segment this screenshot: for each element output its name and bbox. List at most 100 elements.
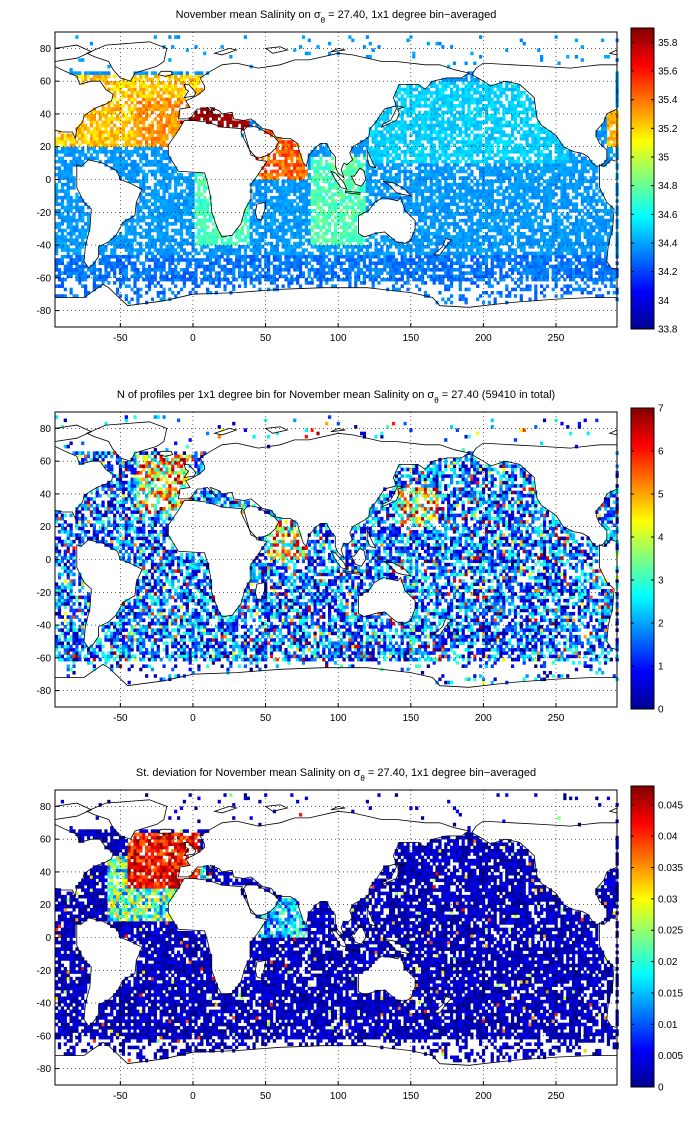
bin-cell [258,274,262,279]
bin-cell [139,169,143,174]
bin-cell [281,215,285,220]
bin-cell [389,261,393,266]
bin-cell [499,264,503,269]
bin-cell [296,166,300,170]
bin-cell [528,241,532,246]
bin-cell [429,202,433,207]
bin-cell [438,241,442,246]
bin-cell [502,235,506,239]
bin-cell [124,172,128,177]
bin-cell [342,192,346,197]
bin-cell [386,261,390,266]
bin-cell [284,261,288,266]
bin-cell [534,274,538,279]
bin-cell [571,205,576,210]
bin-cell [545,179,550,184]
title-prefix: November mean Salinity on [176,9,314,21]
bin-cell [359,205,364,210]
bin-cell [548,245,552,249]
bin-cell [545,225,550,229]
bin-cell [409,192,413,197]
bin-cell [545,156,550,161]
bin-cell [557,218,561,223]
bin-cell [606,290,611,295]
bin-cell [496,215,500,220]
bin-cell [81,205,85,210]
bin-cell [510,169,515,174]
bin-cell [418,258,422,262]
bin-cell [339,192,343,197]
bin-cell [57,169,62,174]
bin-cell [316,268,320,272]
bin-cell [403,186,407,190]
bin-cell [176,274,181,279]
bin-cell [586,258,590,262]
bin-cell [458,182,462,187]
bin-cell [476,159,480,164]
bin-cell [179,222,184,226]
bin-cell [75,225,79,229]
bin-cell [174,277,178,282]
bin-cell [528,156,532,161]
bin-cell [397,261,401,266]
bin-cell [342,172,346,177]
bin-cell [490,241,494,246]
bin-cell [203,231,207,236]
bin-cell [322,251,326,256]
bin-cell [444,192,448,197]
bin-cell [516,212,520,216]
bin-cell [432,268,436,272]
bin-cell [505,228,509,233]
bin-cell [464,202,468,207]
bin-cell [124,277,128,282]
bin-cell [319,195,323,200]
bin-cell [101,248,105,252]
bin-cell [176,172,181,177]
bin-cell [540,225,544,229]
bin-cell [339,199,343,203]
bin-cell [569,228,573,233]
bin-cell [293,215,297,220]
bin-cell [441,241,445,246]
bin-cell [191,189,195,193]
bin-cell [348,281,352,285]
bin-cell [261,225,265,229]
bin-cell [612,290,616,295]
bin-cell [156,179,160,184]
bin-cell [418,254,422,259]
bin-cell [261,254,265,259]
bin-cell [412,238,416,243]
bin-cell [255,277,259,282]
bin-cell [490,156,494,161]
bin-cell [531,251,535,256]
bin-cell [540,245,544,249]
bin-cell [203,277,207,282]
bin-cell [136,205,140,210]
bin-cell [235,261,239,266]
bin-cell [313,241,317,246]
bin-cell [127,300,131,305]
bin-cell [522,212,526,216]
bin-cell [493,225,497,229]
bin-cell [583,254,587,259]
bin-cell [537,245,541,249]
bin-cell [165,231,169,236]
bin-cell [505,169,509,174]
bin-cell [513,199,518,203]
bin-cell [444,222,448,226]
bin-cell [194,192,198,197]
bin-cell [525,258,529,262]
bin-cell [571,228,576,233]
bin-cell [569,264,573,269]
bin-cell [537,202,541,207]
bin-cell [264,195,268,200]
bin-cell [278,186,282,190]
bin-cell [287,205,291,210]
bin-cell [200,222,204,226]
bin-cell [490,192,494,197]
bin-cell [214,251,218,256]
bin-cell [418,261,422,266]
bin-cell [165,254,169,259]
bin-cell [551,205,555,210]
bin-cell [232,274,236,279]
